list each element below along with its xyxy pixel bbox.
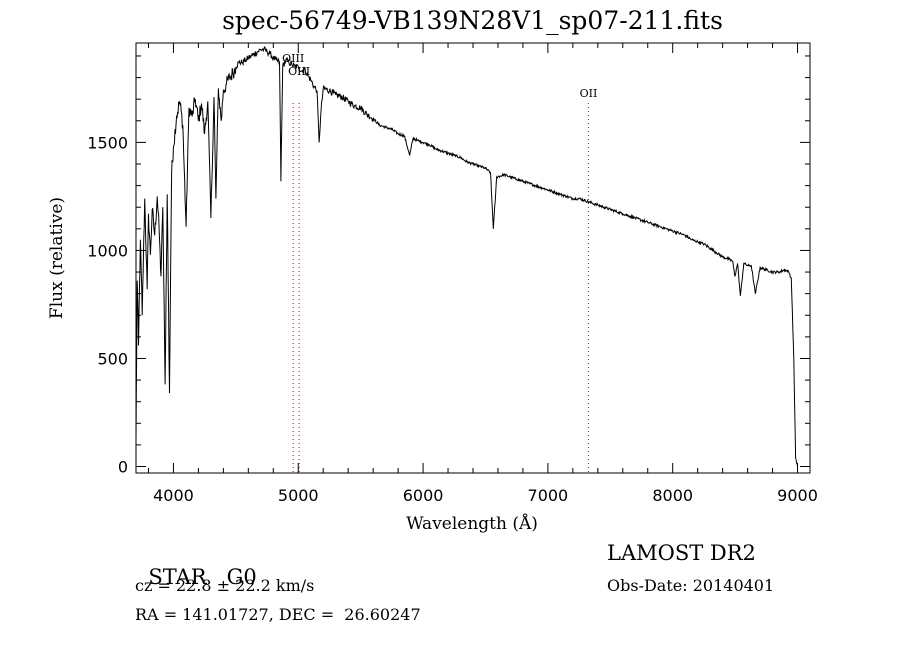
x-tick-label: 4000 [153, 486, 194, 505]
x-tick-label: 9000 [777, 486, 818, 505]
object-class: STAR G0 [135, 541, 257, 589]
line-marker-label: OIII [288, 65, 310, 78]
obs-date-text: Obs-Date: 20140401 [607, 576, 775, 595]
y-tick-label: 0 [118, 458, 128, 477]
y-tick-label: 1000 [87, 241, 128, 260]
x-tick-label: 6000 [403, 486, 444, 505]
object-subclass: G0 [226, 565, 257, 589]
x-tick-label: 8000 [652, 486, 693, 505]
x-axis-label: Wavelength (Å) [406, 513, 538, 534]
x-tick-label: 7000 [528, 486, 569, 505]
survey-label: LAMOST DR2 [607, 541, 756, 565]
line-marker-label: OII [580, 87, 598, 100]
y-tick-label: 500 [97, 349, 128, 368]
y-tick-label: 1500 [87, 133, 128, 152]
y-axis-ticks: 0 500 1000 1500 [87, 133, 810, 477]
coordinates-text: RA = 141.01727, DEC = 26.60247 [135, 605, 421, 624]
plot-frame [135, 42, 811, 474]
minor-ticks [136, 43, 810, 473]
y-axis-label: Flux (relative) [47, 197, 67, 319]
line-marker-label: OIII [282, 52, 304, 65]
x-axis-ticks: 4000 5000 6000 7000 8000 9000 [153, 43, 818, 505]
object-class-label: STAR [148, 565, 207, 589]
x-tick-label: 5000 [278, 486, 319, 505]
plot-title: spec-56749-VB139N28V1_sp07-211.fits [222, 6, 723, 35]
spectrum-line [135, 46, 798, 467]
redshift-text: cz = 22.8 ± 22.2 km/s [135, 576, 315, 595]
